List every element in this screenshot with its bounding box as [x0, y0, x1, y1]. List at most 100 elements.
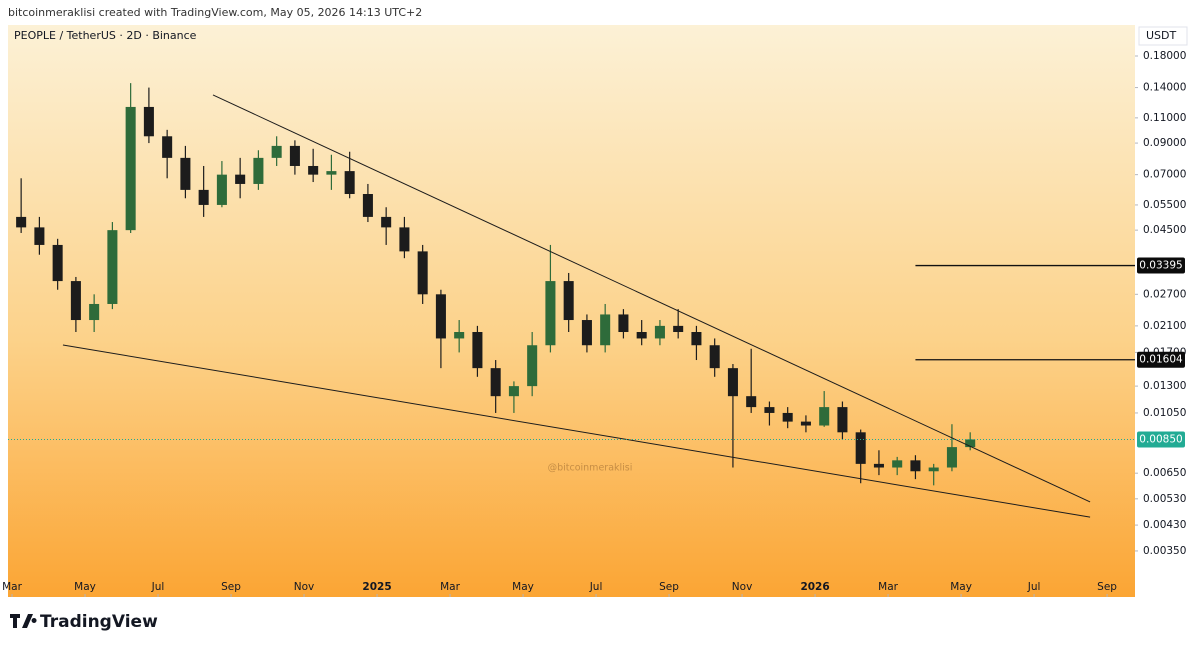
level-label-box — [1137, 351, 1185, 368]
candle-body — [527, 345, 538, 387]
y-tick-label: 0.01050 — [1143, 407, 1186, 419]
candle-body — [143, 106, 154, 137]
y-tick-label: 0.07000 — [1143, 169, 1186, 181]
candle-body — [873, 463, 884, 468]
candle-body — [855, 432, 866, 464]
x-tick-label: Nov — [294, 581, 315, 593]
price-axis — [1135, 25, 1192, 597]
y-tick-label: 0.11000 — [1143, 112, 1186, 124]
x-tick-label: Sep — [1097, 581, 1117, 593]
candle-body — [691, 332, 702, 346]
candle-body — [326, 171, 337, 175]
candle-body — [235, 174, 246, 184]
candle-body — [308, 165, 319, 175]
candle-body — [454, 332, 465, 339]
y-tick-label: 0.02100 — [1143, 320, 1186, 332]
x-tick-label: Sep — [221, 581, 241, 593]
candle-body — [508, 386, 519, 397]
candle-body — [800, 421, 811, 426]
candle-body — [435, 294, 446, 339]
candle-body — [673, 325, 684, 333]
last-price-box — [1137, 431, 1185, 448]
candle-body — [107, 230, 118, 304]
candle-body — [125, 106, 136, 231]
candle-body — [709, 345, 720, 369]
x-tick-label: Jul — [1027, 581, 1041, 593]
level-label: 0.01604 — [1139, 354, 1183, 366]
y-tick-label: 0.09000 — [1143, 137, 1186, 149]
candle-body — [600, 314, 611, 346]
y-tick-label: 0.18000 — [1143, 50, 1186, 62]
candle-body — [198, 189, 209, 205]
candle-body — [16, 216, 27, 228]
unit-label: USDT — [1146, 29, 1177, 42]
candle-body — [782, 412, 793, 422]
candle-body — [34, 227, 45, 245]
unit-box — [1138, 26, 1188, 46]
y-tick-label: 0.14000 — [1143, 82, 1186, 94]
x-tick-label: 2025 — [362, 581, 391, 593]
candle-body — [162, 136, 173, 158]
candle-body — [946, 447, 957, 468]
candle-body — [764, 407, 775, 413]
candle-body — [928, 467, 939, 472]
candle-body — [70, 281, 81, 321]
candle-body — [472, 332, 483, 369]
level-label-box — [1137, 257, 1185, 274]
y-tick-label: 0.05500 — [1143, 199, 1186, 211]
candle-body — [381, 216, 392, 228]
x-tick-label: Jul — [589, 581, 603, 593]
candle-body — [417, 251, 428, 295]
x-tick-label: Nov — [732, 581, 753, 593]
candle-body — [892, 460, 903, 468]
brand-name: TradingView — [40, 612, 158, 632]
y-tick-label: 0.01300 — [1143, 380, 1186, 392]
candle-body — [837, 407, 848, 433]
candle-body — [52, 244, 63, 282]
x-tick-label: May — [74, 581, 96, 593]
trendline — [212, 94, 1091, 503]
candle-body — [216, 174, 227, 205]
y-tick-label: 0.04500 — [1143, 224, 1186, 236]
candle-body — [180, 157, 191, 190]
y-tick-label: 0.02700 — [1143, 288, 1186, 300]
x-tick-label: Mar — [2, 581, 22, 593]
x-tick-label: Jul — [151, 581, 165, 593]
x-tick-label: May — [950, 581, 972, 593]
candle-body — [727, 368, 738, 397]
last-price-label: 0.00850 — [1139, 433, 1182, 445]
candle-body — [910, 460, 921, 472]
candle-body — [545, 281, 556, 346]
candle-body — [618, 314, 629, 333]
candle-body — [253, 157, 264, 184]
x-tick-label: May — [512, 581, 534, 593]
candle-body — [965, 439, 976, 448]
candle-body — [654, 325, 665, 339]
logo-icon — [10, 614, 37, 628]
header: bitcoinmeraklisi created with TradingVie… — [8, 6, 422, 19]
candle-body — [89, 303, 100, 321]
candle-body — [563, 281, 574, 321]
y-tick-label: 0.00350 — [1143, 545, 1186, 557]
candle-body — [636, 332, 647, 339]
candle-body — [490, 368, 501, 397]
symbol-title: PEOPLE / TetherUS · 2D · Binance — [14, 29, 197, 42]
x-tick-label: Mar — [878, 581, 898, 593]
candle-body — [271, 145, 282, 158]
y-tick-label: 0.00430 — [1143, 519, 1186, 531]
brand-logo — [10, 614, 37, 628]
y-tick-label: 0.00650 — [1143, 467, 1186, 479]
candle-body — [399, 227, 410, 252]
candle-body — [289, 145, 300, 166]
y-tick-label: 0.00530 — [1143, 493, 1186, 505]
x-tick-label: Sep — [659, 581, 679, 593]
candle-body — [819, 407, 830, 426]
candle-body — [746, 396, 757, 408]
x-tick-label: Mar — [440, 581, 460, 593]
level-label: 0.03395 — [1139, 260, 1182, 272]
trendline — [62, 344, 1091, 518]
x-tick-label: 2026 — [800, 581, 829, 593]
watermark: @bitcoinmeraklisi — [548, 463, 633, 474]
